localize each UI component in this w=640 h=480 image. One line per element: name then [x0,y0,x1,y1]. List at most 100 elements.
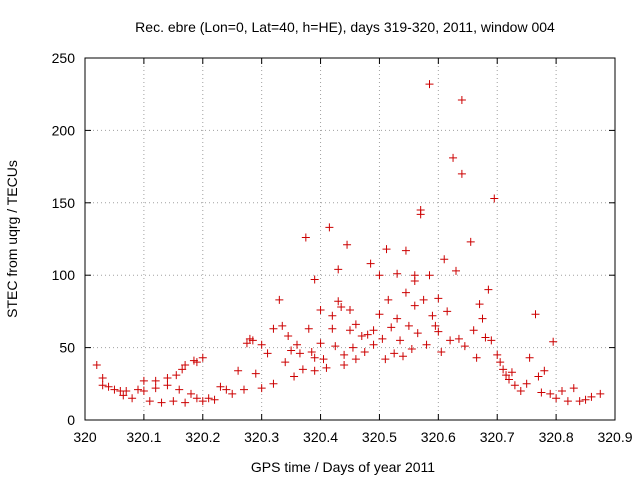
data-point [119,391,128,400]
data-point [281,358,290,367]
data-point [310,353,319,362]
data-point [290,372,299,381]
data-point [293,340,301,349]
data-point [316,305,325,314]
data-point [390,349,399,358]
data-point [499,365,508,374]
data-point [181,398,190,407]
data-point [531,310,540,319]
data-point [378,334,387,343]
x-tick-label: 320.5 [362,429,397,445]
data-point [340,360,349,369]
data-point [546,389,555,398]
data-point [502,371,511,380]
y-tick-label: 200 [52,122,76,138]
x-axis-ticks: 320 320.1 320.2 320.3 320.4 320.5 320.6 320.7 32… [73,58,633,445]
data-point [475,300,484,309]
y-tick-label: 150 [52,195,76,211]
data-point [269,324,278,333]
data-point [387,323,396,332]
data-point [334,297,343,306]
x-tick-label: 320.6 [421,429,456,445]
data-point [310,275,319,284]
data-point [472,353,481,362]
y-axis-label: STEC from uqrg / TECUs [4,160,20,318]
data-point [319,355,328,364]
data-point [242,339,251,348]
data-point [351,320,360,329]
data-point [393,314,402,323]
data-point [269,379,278,388]
data-point [534,372,543,381]
data-point [516,387,525,396]
data-point [284,332,293,341]
data-point [263,349,272,358]
data-point [510,381,519,390]
data-point [393,269,402,278]
data-point [407,345,416,354]
data-point [490,194,499,203]
y-axis-ticks: 0 50 100 150 200 250 [52,50,615,428]
data-point [325,223,334,232]
data-point [178,365,187,374]
data-point [198,397,207,406]
data-point [540,366,549,375]
data-point [204,394,213,403]
data-point [437,347,446,356]
data-point [287,346,296,355]
data-point [248,336,257,345]
data-point [478,314,487,323]
data-point [434,327,443,336]
data-point [522,379,531,388]
data-point [428,311,437,320]
data-point [151,384,160,393]
data-point [422,340,431,349]
data-point [134,385,142,394]
data-point [343,240,352,249]
data-point [446,336,455,345]
data-point [187,389,195,398]
data-point [307,347,316,356]
data-point [575,397,584,406]
data-point [257,384,266,393]
data-point [401,246,410,255]
chart-title: Rec. ebre (Lon=0, Lat=40, h=HE), days 31… [135,19,555,35]
x-tick-label: 320 [73,429,97,445]
data-point [92,360,101,369]
data-point [175,385,184,394]
data-point [346,326,354,335]
data-point [298,365,307,374]
data-point [434,294,443,303]
x-tick-label: 320.2 [185,429,220,445]
data-point [304,324,313,333]
data-point [457,95,466,104]
data-point [128,394,137,403]
data-point [440,255,449,264]
data-point [360,347,369,356]
data-point [192,394,201,403]
data-point [240,385,248,394]
data-point [172,371,181,380]
x-tick-label: 320.4 [303,429,338,445]
data-point [581,395,590,404]
data-point [310,366,319,375]
data-point [596,389,605,398]
x-tick-label: 320.3 [244,429,279,445]
data-point [322,363,331,372]
data-point [198,353,207,362]
data-point [346,305,354,314]
data-point [181,360,190,369]
data-point [525,353,534,362]
plot-grid [85,58,615,420]
data-point [558,387,566,396]
data-point [396,336,405,345]
data-point [481,333,490,342]
data-point [416,210,425,219]
data-point [454,334,463,343]
y-tick-label: 0 [67,412,75,428]
y-tick-label: 100 [52,267,76,283]
data-point [228,389,237,398]
y-tick-label: 250 [52,50,76,66]
data-point [348,343,357,352]
data-point [366,259,375,268]
